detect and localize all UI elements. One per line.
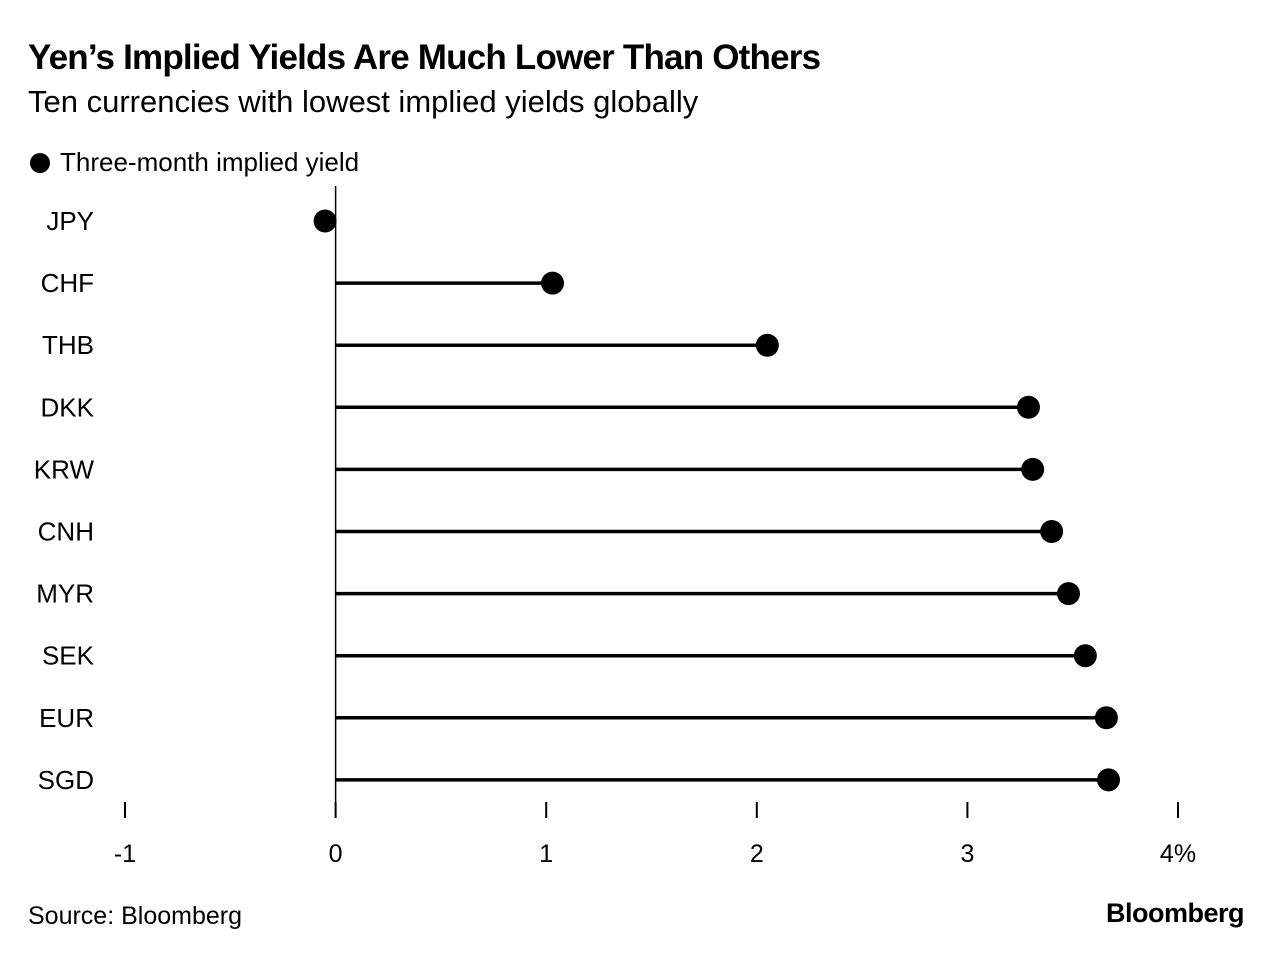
marker-sek [1073, 644, 1097, 668]
legend: Three-month implied yield [30, 147, 359, 178]
chart-subtitle: Ten currencies with lowest implied yield… [28, 84, 699, 119]
marker-krw [1021, 457, 1045, 481]
x-tick-label: -1 [114, 840, 136, 868]
x-axis-labels-group: -1 0 1 2 3 4% [114, 840, 1196, 868]
legend-marker [30, 152, 50, 173]
x-axis-ticks-group [124, 802, 1179, 818]
category-label-jpy: JPY [46, 206, 94, 236]
category-label-thb: THB [42, 330, 94, 360]
x-tick-label: 2 [750, 840, 764, 868]
category-label-sek: SEK [42, 641, 95, 671]
category-label-chf: CHF [41, 268, 94, 298]
category-label-sgd: SGD [38, 765, 94, 795]
marker-cnh [1040, 520, 1064, 543]
marker-thb [755, 333, 779, 357]
category-label-eur: EUR [39, 703, 94, 733]
x-tick-label: 1 [539, 840, 553, 868]
category-label-myr: MYR [36, 579, 94, 609]
chart-title: Yen’s Implied Yields Are Much Lower Than… [28, 38, 821, 77]
x-tick-label: 3 [960, 840, 974, 868]
marker-sgd [1097, 768, 1121, 792]
x-tick-label: 4% [1160, 840, 1196, 868]
marker-eur [1094, 706, 1118, 730]
marker-dkk [1016, 395, 1040, 419]
legend-label: Three-month implied yield [60, 147, 360, 177]
marker-chf [541, 271, 565, 295]
source-note: Source: Bloomberg [28, 902, 243, 930]
marker-jpy [313, 209, 337, 233]
category-label-krw: KRW [34, 454, 95, 484]
bloomberg-logo: Bloomberg [1105, 898, 1245, 928]
category-labels-group: JPY CHF THB DKK KRW CNH MYR SEK EUR SGD [34, 206, 95, 795]
stems-group [325, 219, 1109, 782]
category-label-cnh: CNH [38, 517, 94, 547]
category-label-dkk: DKK [41, 392, 95, 422]
marker-myr [1056, 582, 1080, 606]
markers-group [313, 209, 1121, 792]
x-tick-label: 0 [329, 840, 343, 868]
